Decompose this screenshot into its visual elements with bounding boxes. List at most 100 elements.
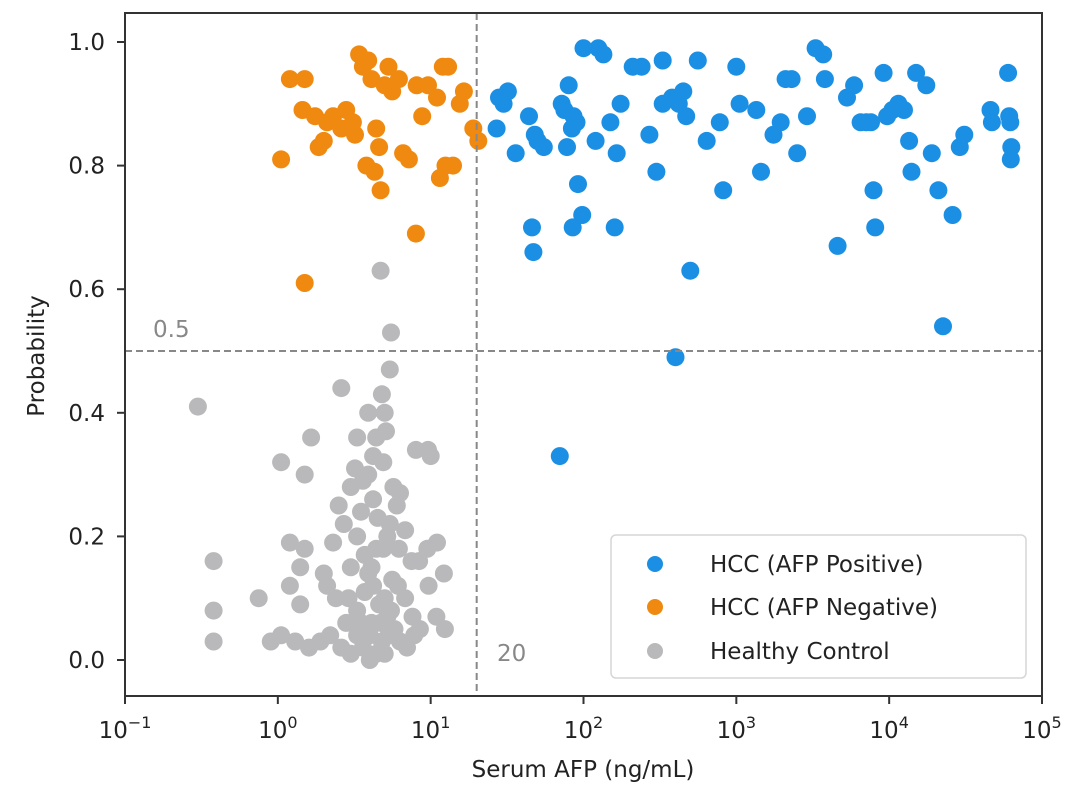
point-hcc-afp-positive [653,51,672,70]
point-hcc-afp-positive [922,144,941,163]
point-healthy-control [348,527,367,546]
x-axis-label: Serum AFP (ng/mL) [472,757,695,783]
point-healthy-control [295,465,314,484]
point-hcc-afp-positive [874,63,893,82]
x-tick-label: 103 [717,713,756,744]
point-hcc-afp-negative [399,150,418,169]
point-hcc-afp-positive [647,162,666,181]
x-tick-label: 100 [258,713,297,744]
legend-label-healthy-control: Healthy Control [710,639,890,665]
hline-annotation: 0.5 [153,317,190,343]
point-healthy-control [360,626,379,645]
point-healthy-control [428,533,446,552]
point-healthy-control [348,428,367,447]
point-hcc-afp-positive [594,45,613,64]
point-hcc-afp-negative [419,76,437,95]
point-hcc-afp-positive [674,82,693,101]
point-hcc-afp-positive [895,101,913,119]
point-hcc-afp-positive [567,113,586,132]
point-healthy-control [372,385,391,404]
point-hcc-afp-positive [494,94,513,113]
point-healthy-control [368,508,387,527]
point-healthy-control [389,539,408,558]
point-hcc-afp-positive [586,131,605,150]
legend-label-hcc-afp-negative: HCC (AFP Negative) [710,595,938,621]
point-hcc-afp-negative [413,107,432,126]
x-tick-label: 101 [411,713,450,744]
point-healthy-control [346,459,364,478]
point-hcc-afp-negative [367,119,386,138]
point-healthy-control [382,323,400,342]
point-hcc-afp-positive [999,63,1018,82]
y-tick-label: 0.4 [68,401,105,427]
point-healthy-control [291,558,310,577]
point-hcc-afp-negative [371,181,390,200]
point-healthy-control [364,447,383,466]
point-healthy-control [334,515,353,533]
point-hcc-afp-positive [688,51,707,70]
points-layer [188,39,1021,669]
point-hcc-afp-positive [601,113,620,132]
point-healthy-control [380,360,399,379]
point-healthy-control [204,552,223,571]
point-healthy-control [421,447,440,466]
point-hcc-afp-positive [771,113,790,132]
point-healthy-control [367,539,386,558]
point-hcc-afp-positive [563,218,582,237]
point-hcc-afp-positive [611,94,630,113]
point-healthy-control [371,261,390,280]
point-healthy-control [405,626,424,645]
point-hcc-afp-negative [406,224,425,243]
y-tick-label: 0.2 [68,524,105,550]
x-tick-label: 10−1 [99,713,152,744]
point-hcc-afp-negative [379,57,398,76]
point-hcc-afp-positive [487,119,506,138]
point-hcc-afp-positive [798,107,816,126]
point-hcc-afp-negative [428,88,446,107]
point-hcc-afp-positive [534,138,553,157]
point-hcc-afp-positive [814,45,833,64]
point-hcc-afp-negative [439,57,458,76]
point-hcc-afp-negative [346,125,364,144]
y-tick-label: 0.0 [68,648,105,674]
point-hcc-afp-positive [666,348,685,367]
point-healthy-control [332,379,351,398]
point-hcc-afp-positive [730,94,749,113]
point-healthy-control [375,644,394,663]
point-hcc-afp-positive [569,175,587,194]
point-hcc-afp-positive [1001,113,1020,132]
legend: HCC (AFP Positive) HCC (AFP Negative) He… [610,534,1027,679]
point-hcc-afp-positive [934,317,952,336]
point-hcc-afp-positive [902,162,921,181]
point-hcc-afp-negative [295,274,314,292]
point-hcc-afp-positive [559,76,578,95]
point-hcc-afp-negative [280,70,299,89]
point-healthy-control [249,589,268,608]
point-hcc-afp-positive [815,70,834,89]
point-healthy-control [204,632,223,651]
point-hcc-afp-positive [752,162,770,181]
point-hcc-afp-positive [727,57,746,76]
point-hcc-afp-negative [272,150,291,169]
point-healthy-control [396,589,415,608]
point-hcc-afp-positive [710,113,729,132]
point-hcc-afp-positive [828,236,847,255]
y-tick-label: 0.6 [68,277,105,303]
x-tick-label: 104 [869,713,908,744]
point-hcc-afp-negative [370,138,389,157]
legend-marker-hcc-afp-positive [647,556,663,572]
point-hcc-afp-positive [747,101,766,119]
point-hcc-afp-positive [943,206,962,224]
point-hcc-afp-positive [955,125,974,144]
point-hcc-afp-negative [469,131,488,150]
point-healthy-control [359,403,378,422]
point-healthy-control [419,576,438,595]
x-tick-label: 102 [564,713,603,744]
x-tick-label: 105 [1022,713,1061,744]
point-healthy-control [435,620,454,639]
point-healthy-control [341,478,360,496]
y-tick-label: 0.8 [68,154,105,180]
point-hcc-afp-negative [444,156,462,175]
legend-marker-hcc-afp-negative [647,599,663,615]
